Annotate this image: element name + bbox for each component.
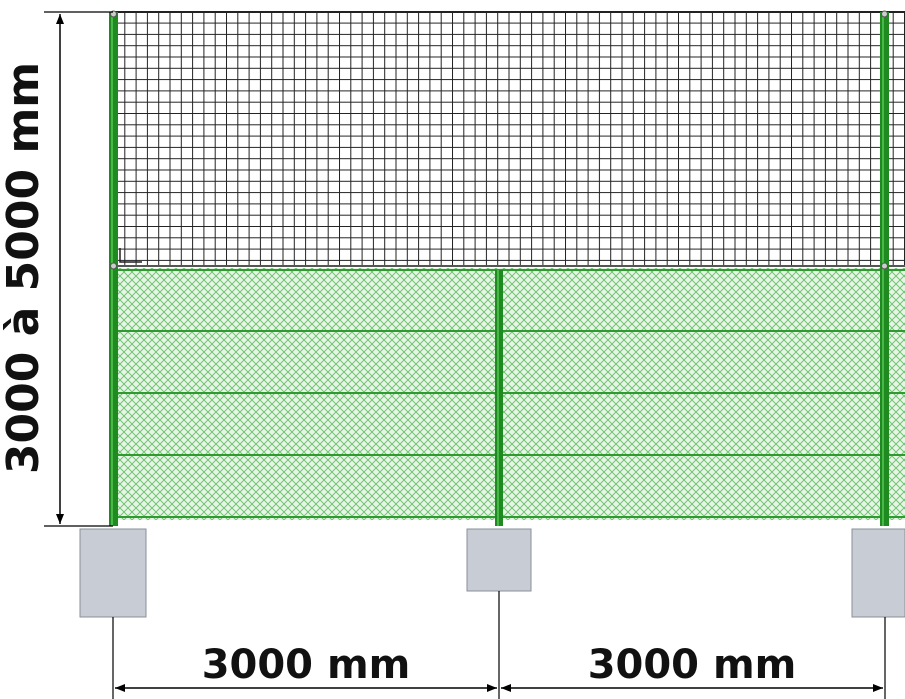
- span-left-label: 3000 mm: [202, 642, 411, 688]
- concrete-footing-left: [79, 528, 147, 618]
- concrete-footing-middle: [466, 528, 532, 592]
- concrete-footing-right: [851, 528, 905, 618]
- upper-mesh-panel: [112, 11, 905, 267]
- span-right-label: 3000 mm: [588, 642, 797, 688]
- height-dimension-label: 3000 à 5000 mm: [0, 62, 49, 474]
- span-dimension-lines: [112, 591, 886, 699]
- fence-post-right: [880, 10, 889, 526]
- fence-post-middle: [495, 270, 503, 526]
- height-dimension: [44, 11, 113, 527]
